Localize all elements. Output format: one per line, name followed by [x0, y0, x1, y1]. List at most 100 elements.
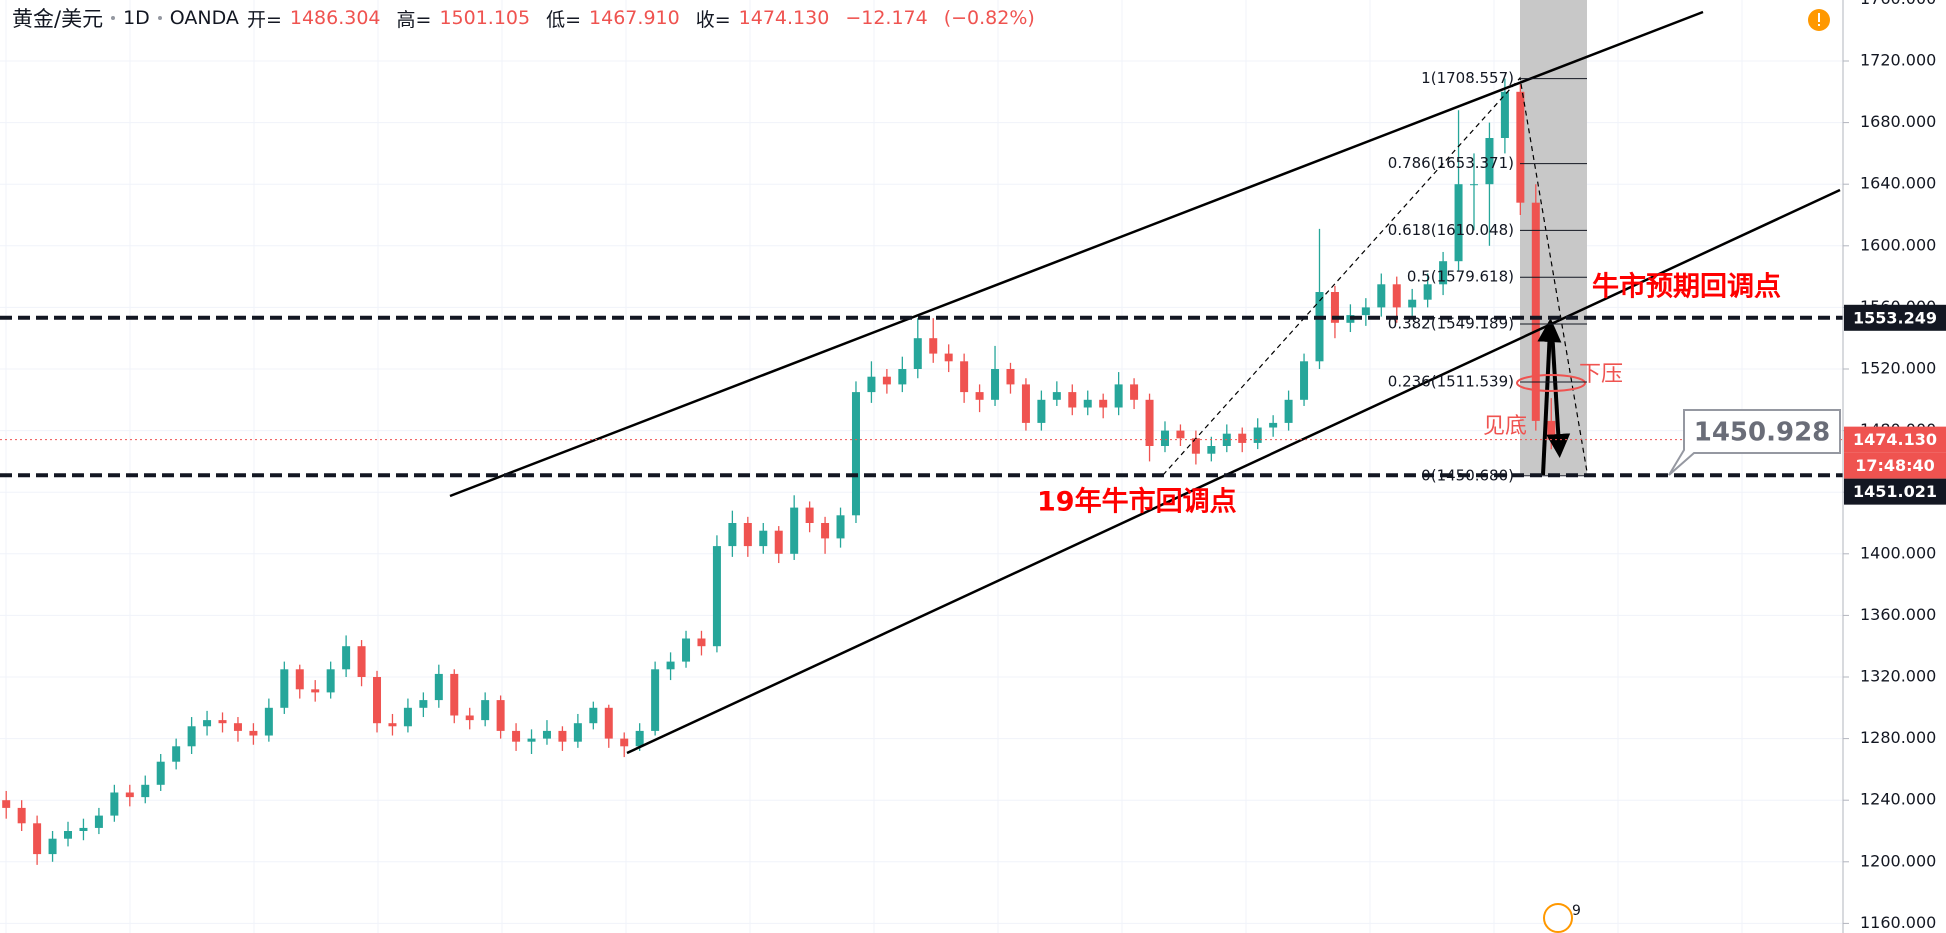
y-tick-label: 1280.000: [1860, 728, 1936, 747]
price-badge-bg: [1844, 426, 1946, 453]
candle-body: [1454, 184, 1463, 262]
candle-body: [1068, 392, 1077, 408]
annotation: 19年牛市回调点: [1037, 486, 1237, 518]
candle-body: [558, 730, 567, 742]
annotation: 牛市预期回调点: [1592, 271, 1781, 303]
candle-body: [357, 646, 366, 677]
candle-body: [1531, 202, 1540, 421]
candle-body: [33, 823, 42, 855]
candle-body: [960, 361, 969, 393]
field-value: 1474.130: [738, 7, 830, 29]
arrow-down: [1546, 329, 1571, 458]
separator: [111, 16, 116, 20]
field-value: 1467.910: [589, 7, 680, 29]
candle-body: [635, 730, 644, 747]
candle-body: [280, 669, 289, 708]
candle-body: [1547, 420, 1556, 440]
candle-body: [326, 669, 335, 693]
candle-body: [1160, 430, 1169, 446]
countdown-bg: [1844, 452, 1946, 479]
candle-body: [1006, 369, 1015, 385]
candle-body: [94, 815, 103, 828]
fib-label: 0.236(1511.539): [1388, 373, 1514, 391]
candle-body: [450, 673, 459, 716]
candle-body: [1253, 427, 1262, 443]
arrow-up: [1537, 318, 1562, 476]
candle-body: [17, 807, 26, 824]
field-name: 高=: [396, 8, 432, 31]
annotation: 见底: [1483, 414, 1527, 439]
y-tick-label: 1320.000: [1860, 667, 1936, 686]
candle-body: [666, 661, 675, 670]
candle-body: [759, 530, 768, 547]
candle-body: [1485, 138, 1494, 185]
candle-body: [821, 523, 830, 539]
fib-retracement: 1(1708.557) 0.786(1653.371) 0.618(1610.048…: [1388, 69, 1587, 484]
y-tick-label: 1240.000: [1860, 790, 1936, 809]
field-name: 收=: [695, 8, 731, 31]
candle-body: [774, 530, 783, 554]
candle-body: [589, 707, 598, 724]
candle-body: [1284, 399, 1293, 423]
alert-glyph: [1818, 13, 1820, 22]
candle-body: [264, 707, 273, 736]
candle-body: [1052, 392, 1061, 400]
candle-body: [1361, 307, 1370, 316]
highlight-ellipse: [1516, 374, 1586, 392]
candle-body: [141, 784, 150, 798]
candle-body: [1238, 433, 1247, 443]
candle-body: [1330, 292, 1339, 323]
candle-body: [342, 646, 351, 670]
y-tick-label: 1720.000: [1860, 51, 1936, 70]
change-percent: (−0.82%): [943, 7, 1035, 29]
candle-body: [805, 507, 814, 523]
interval[interactable]: 1D: [123, 7, 150, 29]
price-badge-bg: [1844, 304, 1946, 331]
candle-body: [1439, 261, 1448, 285]
candle-body: [1469, 184, 1478, 186]
candle-body: [388, 723, 397, 727]
y-tick-label: 1160.000: [1860, 913, 1936, 932]
y-tick-label: 1200.000: [1860, 851, 1936, 870]
candle-body: [944, 353, 953, 362]
change: −12.174: [845, 7, 928, 29]
candle-body: [651, 669, 660, 731]
fib-label: 0.786(1653.371): [1388, 154, 1514, 172]
separator: [157, 16, 162, 20]
candle-body: [1021, 384, 1030, 423]
callout: 1450.928: [1668, 409, 1841, 476]
candle-body: [1114, 384, 1123, 408]
candle-body: [620, 738, 629, 747]
candle-body: [743, 523, 752, 547]
event-count: 9: [1572, 903, 1581, 919]
candle-body: [898, 369, 907, 385]
candle-body: [728, 523, 737, 547]
event-badge[interactable]: 9: [1543, 903, 1581, 933]
fib-label: 1(1708.557): [1421, 69, 1514, 87]
channel-lower: [626, 188, 1841, 755]
candle-body: [712, 546, 721, 647]
source: OANDA: [169, 7, 239, 29]
candle-body: [1099, 399, 1108, 408]
callout-box: [1668, 409, 1841, 476]
candle-body: [991, 369, 1000, 400]
y-tick-label: 1640.000: [1860, 174, 1936, 193]
time-range-highlight: [1520, 0, 1587, 475]
candle-body: [419, 700, 428, 708]
candle-body: [604, 707, 613, 739]
field-value: 1486.304: [289, 7, 381, 29]
candle-body: [434, 673, 443, 701]
candle-body: [913, 338, 922, 369]
candle-body: [1423, 284, 1432, 300]
y-tick-label: 1760.000: [1860, 0, 1936, 8]
candle-body: [249, 730, 258, 736]
alert-glyph: [1818, 24, 1820, 26]
symbol: 黄金/美元: [12, 7, 104, 31]
candle-body: [218, 720, 227, 724]
alert-icon[interactable]: [1808, 9, 1830, 31]
field-name: 低=: [546, 8, 582, 31]
candle-body: [403, 707, 412, 727]
event-circle[interactable]: [1543, 903, 1573, 933]
candle-body: [496, 700, 505, 731]
